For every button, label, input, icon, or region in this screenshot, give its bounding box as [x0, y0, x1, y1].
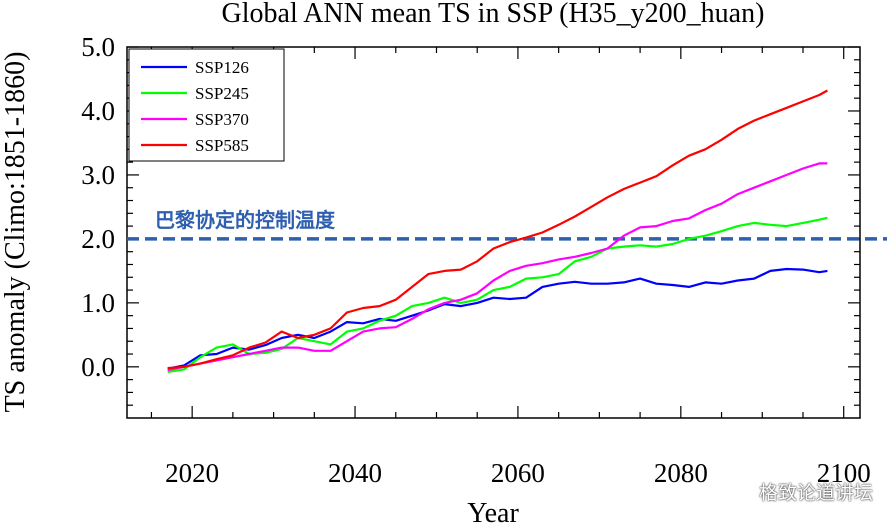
reference-line-label: 巴黎协定的控制温度 [155, 208, 336, 232]
x-tick-label: 2020 [165, 458, 219, 488]
chart-title: Global ANN mean TS in SSP (H35_y200_huan… [222, 0, 765, 29]
series-line-ssp585 [167, 89, 828, 370]
legend-label: SSP370 [195, 110, 249, 129]
series-layer [167, 89, 828, 373]
x-tick-label: 2040 [328, 458, 382, 488]
legend-label: SSP126 [195, 58, 249, 77]
x-tick-labels: 2020 2040 2060 2080 2100 [165, 458, 871, 488]
legend: SSP126 SSP245 SSP370 SSP585 [128, 48, 285, 162]
y-tick-label: 3.0 [81, 160, 115, 190]
x-axis-label: Year [467, 498, 519, 525]
series-line-ssp126 [167, 267, 828, 370]
series-line-ssp245 [167, 216, 828, 373]
y-tick-label: 4.0 [81, 96, 115, 126]
y-tick-label: 0.0 [81, 352, 115, 382]
y-tick-label: 2.0 [81, 224, 115, 254]
watermark-text: 格致论道讲坛 [758, 482, 873, 504]
x-tick-label: 2080 [654, 458, 708, 488]
y-axis-label: TS anomaly (Climo:1851-1860) [0, 52, 31, 413]
watermark: 格致论道讲坛 [725, 478, 873, 505]
legend-label: SSP245 [195, 84, 249, 103]
series-line-ssp370 [167, 162, 828, 372]
legend-label: SSP585 [195, 136, 249, 155]
wechat-icon [725, 480, 752, 502]
y-tick-labels: 0.0 1.0 2.0 3.0 4.0 5.0 [81, 32, 115, 382]
y-tick-label: 5.0 [81, 32, 115, 62]
x-tick-label: 2100 [817, 458, 871, 488]
x-tick-label: 2060 [491, 458, 545, 488]
axis-ticks [127, 46, 860, 418]
plot-frame [126, 46, 861, 419]
y-tick-label: 1.0 [81, 288, 115, 318]
